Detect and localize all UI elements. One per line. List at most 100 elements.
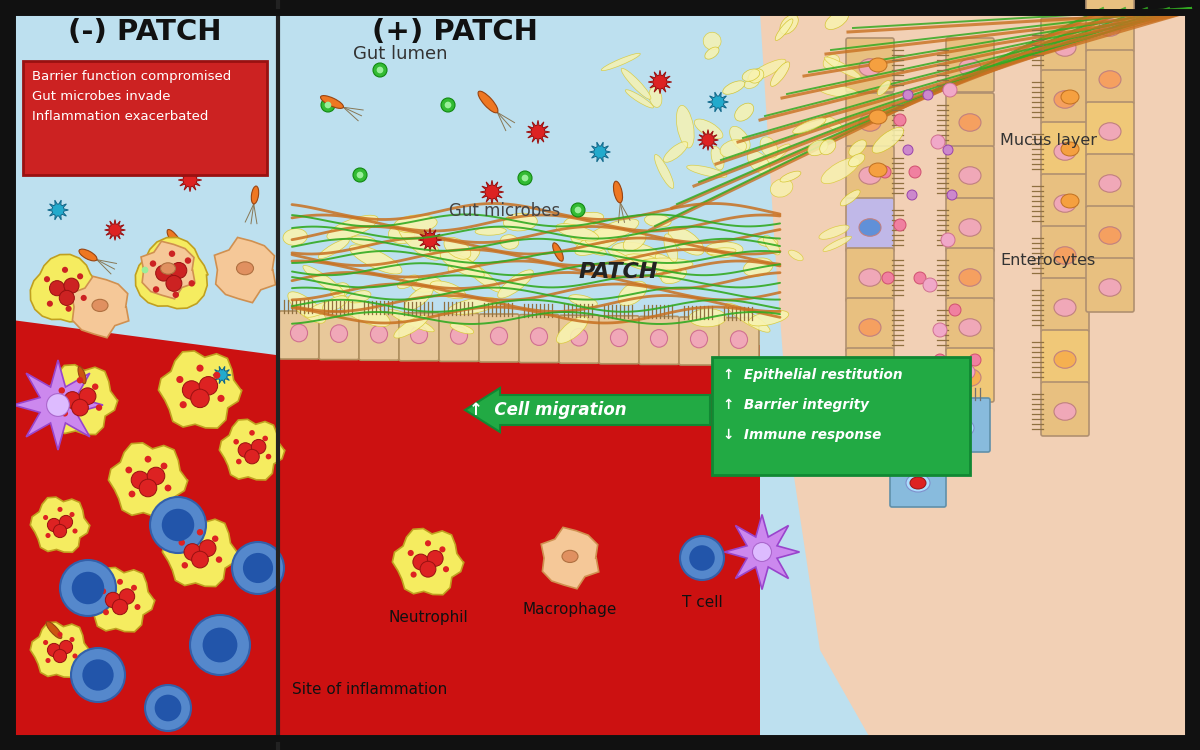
Text: ↑  Epithelial restitution: ↑ Epithelial restitution xyxy=(722,368,902,382)
Text: Enterocytes: Enterocytes xyxy=(1000,253,1096,268)
Ellipse shape xyxy=(859,114,881,131)
Ellipse shape xyxy=(731,331,748,349)
FancyBboxPatch shape xyxy=(1042,70,1090,124)
Ellipse shape xyxy=(869,58,887,72)
Ellipse shape xyxy=(161,262,175,274)
Circle shape xyxy=(101,588,106,594)
Ellipse shape xyxy=(744,78,760,88)
Circle shape xyxy=(181,562,188,568)
Circle shape xyxy=(199,540,216,556)
Ellipse shape xyxy=(649,87,662,107)
Circle shape xyxy=(58,507,62,512)
Circle shape xyxy=(190,615,250,675)
FancyBboxPatch shape xyxy=(640,316,679,364)
Circle shape xyxy=(943,145,953,155)
Ellipse shape xyxy=(758,237,778,247)
Text: Barrier function compromised
Gut microbes invade
Inflammation exacerbated: Barrier function compromised Gut microbe… xyxy=(32,70,232,123)
Circle shape xyxy=(518,171,532,185)
Circle shape xyxy=(66,306,72,312)
Ellipse shape xyxy=(530,328,547,346)
Ellipse shape xyxy=(622,68,650,99)
Circle shape xyxy=(191,389,209,408)
Circle shape xyxy=(184,544,200,560)
Polygon shape xyxy=(179,168,202,192)
Ellipse shape xyxy=(749,310,788,326)
Ellipse shape xyxy=(824,57,862,79)
Ellipse shape xyxy=(859,369,881,386)
Circle shape xyxy=(47,394,70,416)
Circle shape xyxy=(575,207,581,213)
Circle shape xyxy=(131,471,149,489)
Circle shape xyxy=(904,90,913,100)
Ellipse shape xyxy=(1099,226,1121,244)
Text: Neutrophil: Neutrophil xyxy=(388,610,468,625)
Polygon shape xyxy=(158,351,242,428)
Ellipse shape xyxy=(859,166,881,184)
Circle shape xyxy=(59,290,74,305)
Ellipse shape xyxy=(569,295,598,307)
Ellipse shape xyxy=(1061,142,1079,156)
Circle shape xyxy=(58,632,62,637)
Circle shape xyxy=(43,515,48,520)
Ellipse shape xyxy=(623,232,646,251)
Circle shape xyxy=(216,556,222,562)
Ellipse shape xyxy=(636,258,692,270)
Ellipse shape xyxy=(410,326,427,344)
Circle shape xyxy=(197,529,203,536)
Circle shape xyxy=(356,172,364,178)
Ellipse shape xyxy=(608,249,636,266)
Ellipse shape xyxy=(570,328,588,346)
Polygon shape xyxy=(589,142,611,162)
Polygon shape xyxy=(71,276,128,338)
Ellipse shape xyxy=(959,369,982,386)
Ellipse shape xyxy=(302,266,344,296)
Circle shape xyxy=(265,454,271,460)
Circle shape xyxy=(176,376,184,383)
Ellipse shape xyxy=(448,248,480,272)
Polygon shape xyxy=(48,200,68,220)
Polygon shape xyxy=(30,254,100,322)
Ellipse shape xyxy=(601,53,641,70)
Circle shape xyxy=(131,585,137,591)
Circle shape xyxy=(571,203,586,217)
Circle shape xyxy=(689,545,715,571)
FancyBboxPatch shape xyxy=(946,38,994,92)
Circle shape xyxy=(60,640,72,653)
Circle shape xyxy=(43,640,48,645)
Ellipse shape xyxy=(1061,90,1079,104)
Ellipse shape xyxy=(906,474,930,492)
Ellipse shape xyxy=(444,237,470,260)
Circle shape xyxy=(410,572,416,578)
Polygon shape xyxy=(527,120,550,144)
Ellipse shape xyxy=(668,226,704,255)
Text: Mucus layer: Mucus layer xyxy=(1000,133,1097,148)
Ellipse shape xyxy=(734,104,754,122)
Circle shape xyxy=(166,275,182,291)
Ellipse shape xyxy=(950,419,974,437)
Polygon shape xyxy=(30,497,90,552)
FancyBboxPatch shape xyxy=(1086,258,1134,312)
Ellipse shape xyxy=(743,258,773,277)
FancyBboxPatch shape xyxy=(946,348,994,402)
FancyBboxPatch shape xyxy=(847,398,904,452)
Ellipse shape xyxy=(748,151,770,174)
Ellipse shape xyxy=(394,315,428,338)
Ellipse shape xyxy=(349,245,402,274)
Polygon shape xyxy=(725,514,799,590)
Ellipse shape xyxy=(664,234,678,262)
Ellipse shape xyxy=(708,248,736,255)
FancyBboxPatch shape xyxy=(846,198,894,252)
FancyBboxPatch shape xyxy=(1086,50,1134,104)
Circle shape xyxy=(413,554,428,570)
Circle shape xyxy=(251,440,266,454)
Ellipse shape xyxy=(712,146,724,170)
FancyBboxPatch shape xyxy=(1086,206,1134,260)
Ellipse shape xyxy=(504,213,538,231)
Circle shape xyxy=(232,542,284,594)
Ellipse shape xyxy=(389,310,434,332)
Ellipse shape xyxy=(167,230,182,251)
Circle shape xyxy=(904,145,913,155)
Circle shape xyxy=(680,536,724,580)
Circle shape xyxy=(77,377,83,383)
Circle shape xyxy=(353,168,367,182)
